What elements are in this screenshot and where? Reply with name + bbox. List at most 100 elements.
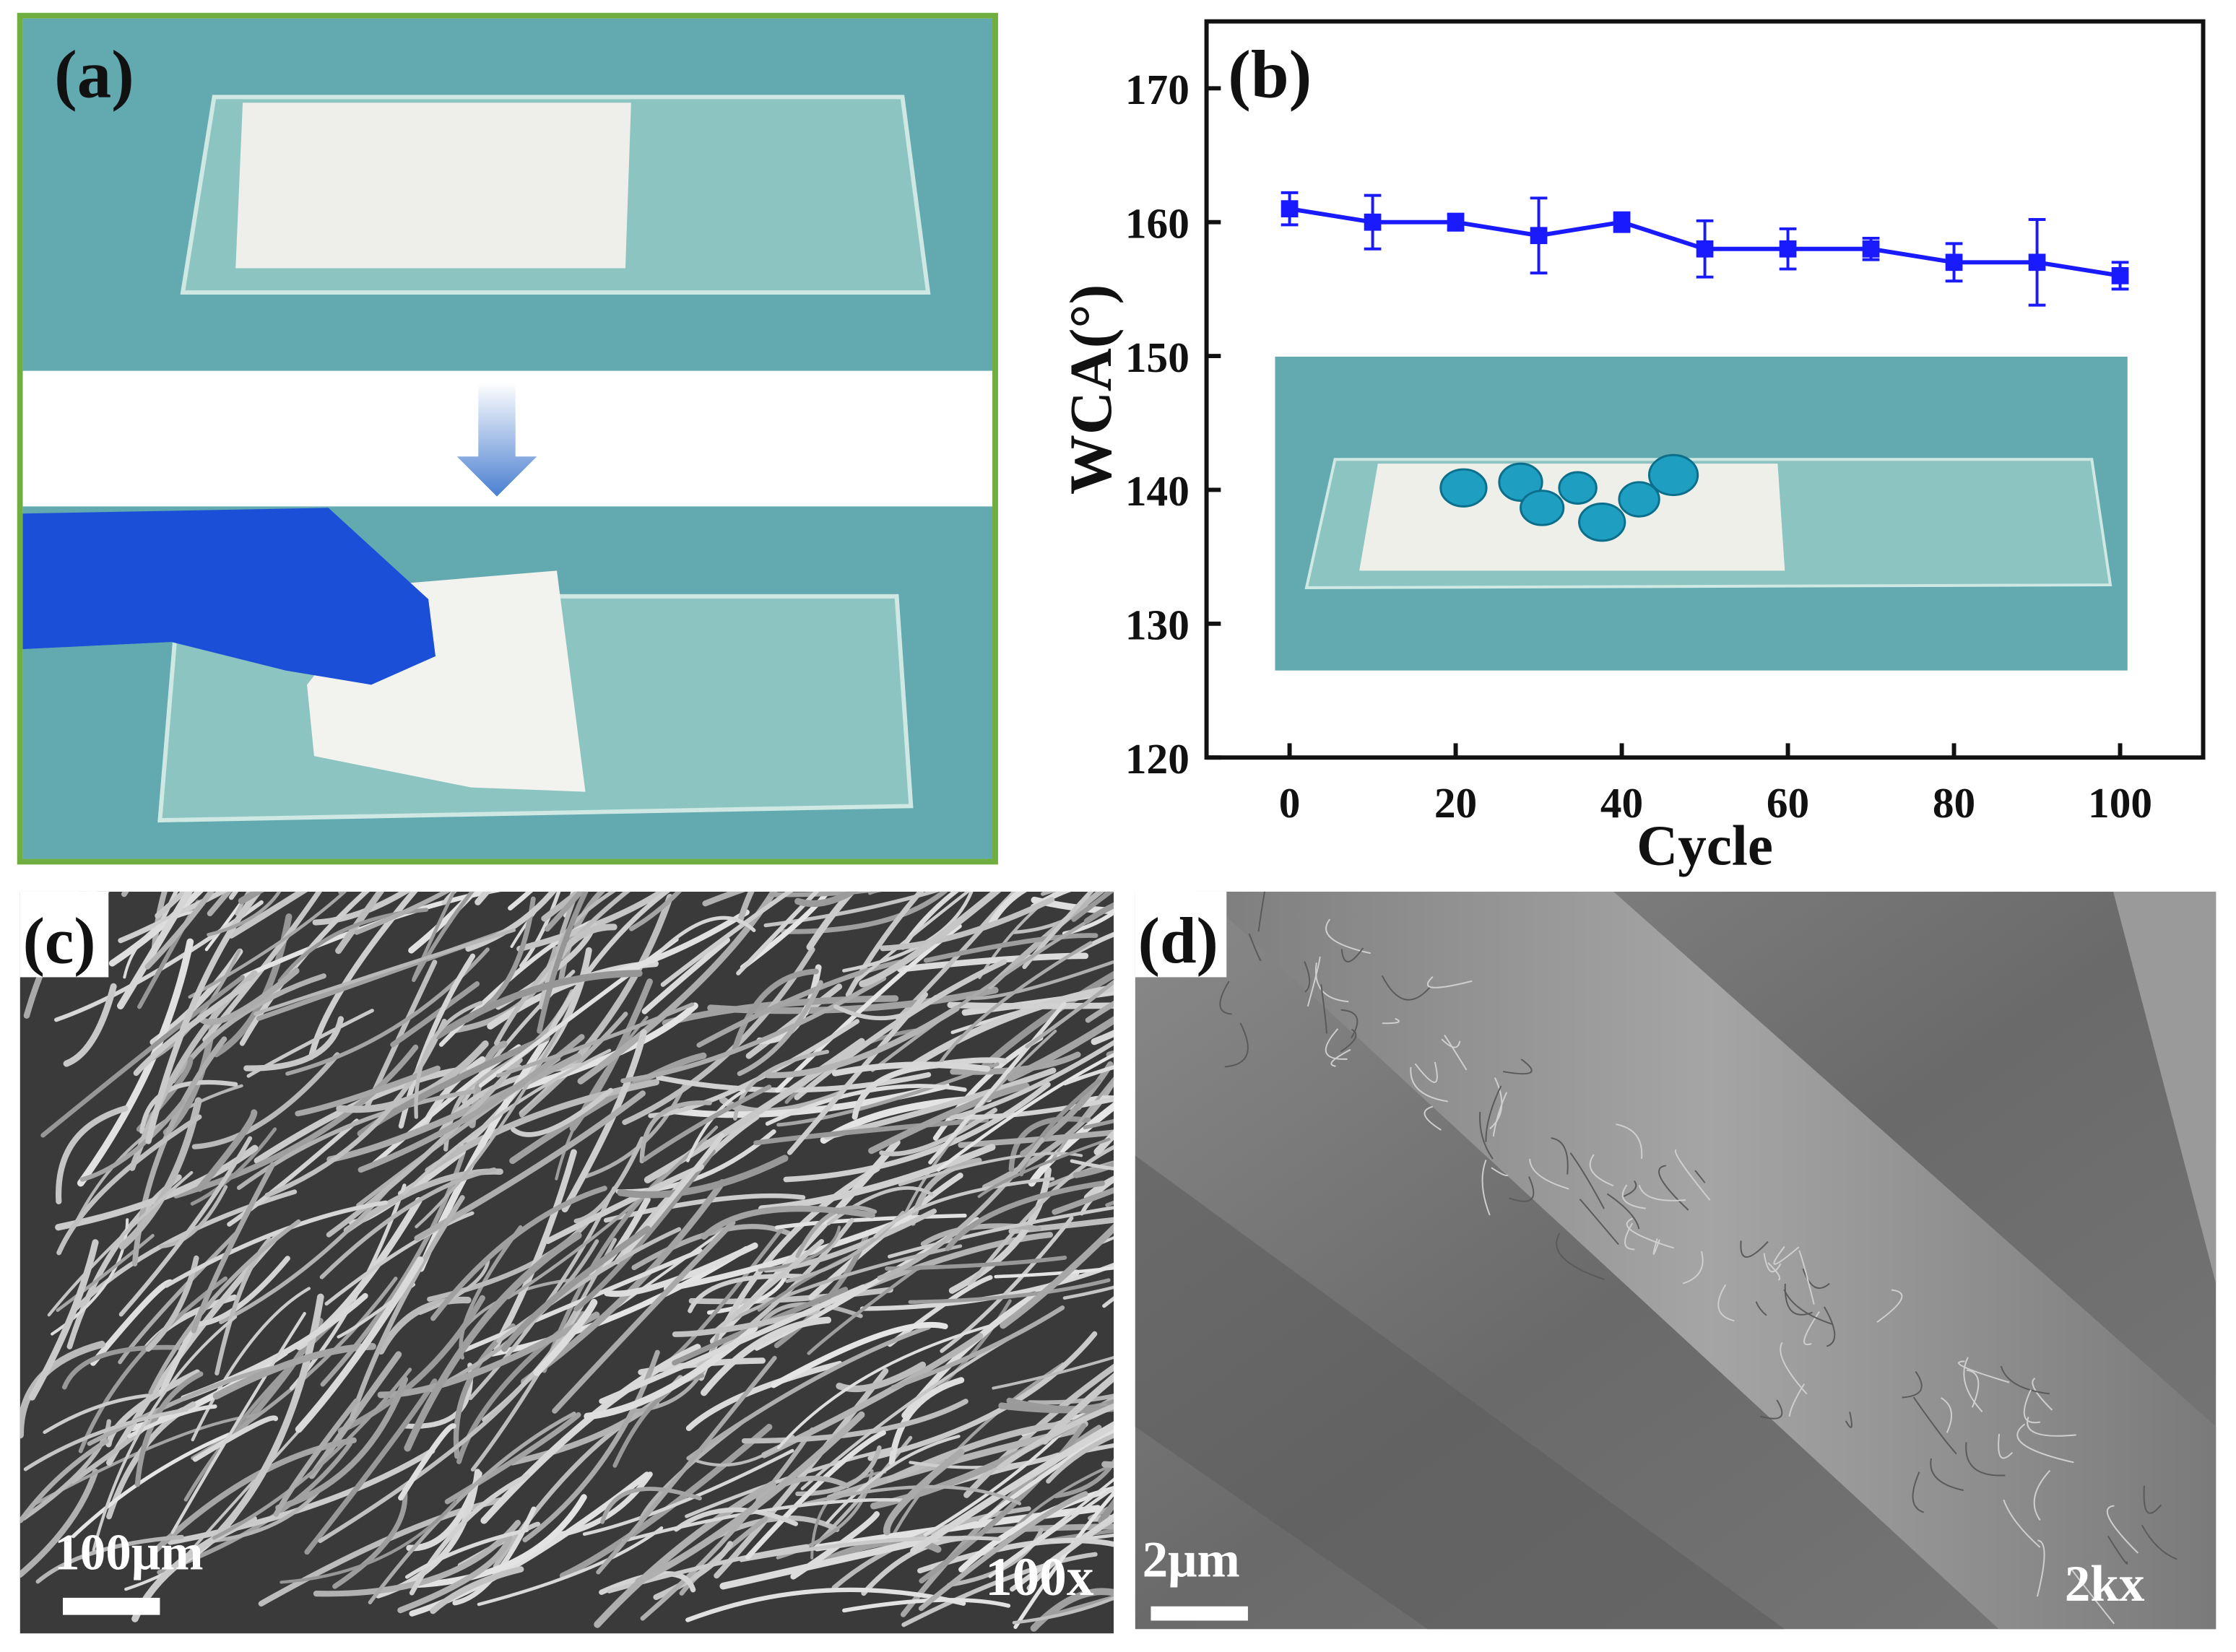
- fiber: [561, 1029, 647, 1213]
- fiber: [740, 891, 831, 970]
- wrinkle: [1755, 1301, 1767, 1316]
- fiber: [879, 1108, 998, 1157]
- fiber: [600, 1487, 702, 1524]
- fiber: [644, 1038, 865, 1183]
- fiber: [412, 891, 474, 983]
- fiber: [732, 968, 819, 1052]
- fiber: [996, 1403, 1114, 1471]
- wrinkle: [1902, 1371, 1923, 1399]
- wrinkle: [1717, 1284, 1735, 1322]
- fiber: [552, 1220, 736, 1414]
- wrinkle: [2141, 1524, 2178, 1560]
- fiber: [1053, 1458, 1114, 1498]
- fiber: [465, 891, 557, 952]
- fiber: [205, 1489, 321, 1544]
- fiber: [660, 891, 794, 987]
- y-tick-label: 130: [1125, 601, 1190, 649]
- fiber: [1083, 1175, 1114, 1201]
- data-point: [1447, 213, 1465, 231]
- fiber: [826, 1435, 961, 1525]
- fiber: [737, 980, 823, 1077]
- fiber: [736, 891, 820, 975]
- scale-bar-label: 100μm: [54, 1524, 203, 1581]
- wrinkle: [2000, 1365, 2050, 1395]
- x-tick-label: 40: [1600, 779, 1643, 827]
- fiber: [1052, 1187, 1114, 1215]
- fiber: [885, 1256, 1067, 1271]
- y-tick-label: 140: [1125, 467, 1190, 515]
- fiber: [164, 1200, 389, 1288]
- fiber: [192, 1415, 279, 1462]
- droplets: [1439, 453, 1699, 542]
- fiber: [415, 1020, 566, 1229]
- inset-photo: [1275, 356, 2128, 671]
- plot-frame: [1204, 19, 2206, 760]
- wrinkle: [1941, 1397, 1953, 1433]
- fiber: [404, 1528, 529, 1579]
- fiber: [295, 1065, 441, 1117]
- fiber: [569, 978, 653, 1132]
- wrinkle: [2023, 1389, 2040, 1424]
- wrinkle: [1963, 1357, 1983, 1412]
- fiber: [795, 1205, 878, 1258]
- wrinkle: [1624, 1222, 1635, 1251]
- fiber: [414, 1090, 646, 1242]
- fiber: [1028, 1102, 1114, 1187]
- wrinkle: [1759, 1399, 1783, 1420]
- fiber: [79, 1099, 186, 1182]
- fiber: [191, 1287, 311, 1442]
- fiber: [227, 1118, 360, 1227]
- wrinkle: [1426, 976, 1473, 988]
- fiber: [258, 1497, 505, 1607]
- fiber: [685, 1587, 966, 1622]
- data-point: [1696, 240, 1714, 258]
- fiber: [833, 994, 938, 1020]
- wrinkle: [1410, 1066, 1448, 1103]
- x-tick-label: 100: [2088, 779, 2152, 827]
- fiber: [1072, 1162, 1114, 1178]
- fiber: [635, 1411, 865, 1585]
- panel-label: (a): [54, 35, 134, 112]
- fiber: [190, 1127, 277, 1206]
- fiber: [764, 1005, 960, 1079]
- fiber: [940, 1216, 1074, 1353]
- fiber: [319, 1167, 497, 1279]
- fiber: [313, 1519, 521, 1597]
- fiber: [617, 1155, 789, 1199]
- fiber: [639, 1100, 712, 1164]
- panel-b: 120 130 140 150 160 170 0 20 40 60 80 100 Cycle WCA(°…: [1057, 19, 2206, 877]
- fiber: [870, 916, 1094, 1072]
- glove: [22, 508, 436, 685]
- fiber: [949, 1040, 1114, 1121]
- data-point: [1779, 240, 1797, 258]
- fiber: [477, 1526, 664, 1607]
- fiber: [34, 1413, 260, 1505]
- fiber: [430, 1566, 524, 1614]
- wrinkle: [1340, 1009, 1358, 1039]
- fiber: [599, 1571, 696, 1595]
- wrinkle: [1803, 1311, 1820, 1346]
- fiber: [47, 1170, 194, 1317]
- wrinkle: [1780, 1342, 1808, 1395]
- fiber: [781, 891, 948, 934]
- data-point: [1862, 240, 1880, 258]
- wrinkle: [1556, 1233, 1605, 1280]
- fiber: [823, 1067, 1057, 1140]
- fiber: [264, 1018, 447, 1198]
- fiber: [235, 891, 251, 916]
- fiber: [623, 1133, 725, 1256]
- fiber: [404, 1232, 582, 1452]
- panel-c-labels: (c) 100μm 100x: [20, 891, 1094, 1615]
- fiber: [758, 1225, 841, 1272]
- wrinkle: [1682, 1251, 1704, 1284]
- wrinkle: [1569, 1152, 1605, 1209]
- fiber: [1080, 1178, 1114, 1216]
- fiber: [859, 891, 1002, 988]
- fiber: [151, 1437, 357, 1555]
- data-point: [2111, 266, 2129, 284]
- fiber: [304, 1378, 438, 1555]
- cloth: [235, 103, 631, 269]
- fiber: [414, 1001, 483, 1119]
- fiber: [478, 937, 679, 1088]
